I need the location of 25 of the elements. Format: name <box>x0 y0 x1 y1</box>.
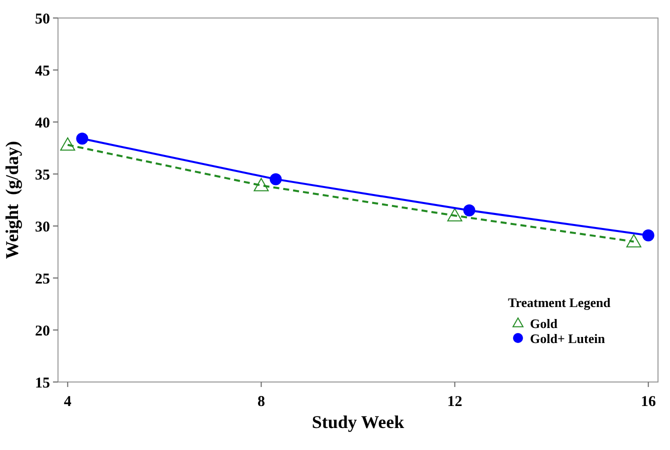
y-tick-label: 20 <box>35 323 50 340</box>
y-tick-label: 40 <box>35 115 50 132</box>
y-axis-title: Weight (g/day) <box>2 140 22 260</box>
legend-label: Gold+ Lutein <box>530 331 606 346</box>
point <box>270 173 282 186</box>
x-tick-label: 16 <box>640 394 656 410</box>
y-tick-label: 15 <box>35 375 50 392</box>
point <box>642 229 654 242</box>
y-tick-label: 35 <box>35 167 50 184</box>
point <box>447 208 462 222</box>
y-tick-label: 25 <box>35 271 50 288</box>
point <box>463 204 476 216</box>
point <box>254 178 269 192</box>
x-tick-label: 8 <box>257 394 265 410</box>
x-axis-title: Study Week <box>312 412 404 432</box>
point <box>60 137 76 151</box>
y-tick-label: 30 <box>35 219 50 236</box>
x-tick-label: 12 <box>447 394 462 410</box>
y-tick-label: 45 <box>35 63 50 80</box>
point <box>76 132 88 145</box>
x-tick-label: 4 <box>64 394 72 410</box>
legend-label: Gold <box>530 316 558 331</box>
point <box>626 234 642 248</box>
y-tick-label: 50 <box>35 11 50 28</box>
legend-title: Treatment Legend <box>508 295 612 310</box>
